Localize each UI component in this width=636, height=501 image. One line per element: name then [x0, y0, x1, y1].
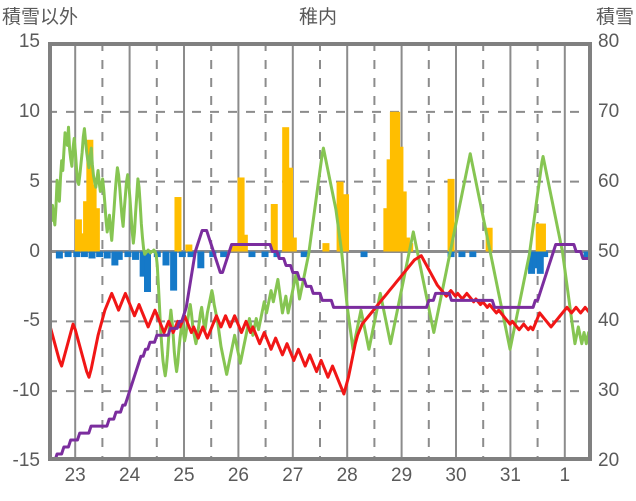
bar	[231, 245, 239, 252]
bar	[289, 237, 297, 252]
bar	[300, 251, 308, 258]
bar	[55, 251, 63, 259]
bar	[336, 181, 344, 252]
bar	[170, 251, 178, 291]
bar	[92, 208, 100, 252]
line-series	[48, 229, 592, 461]
bar	[458, 251, 466, 258]
x-axis-tick: 28	[336, 465, 358, 486]
bar	[536, 251, 544, 274]
y-axis-tick-right: 40	[598, 310, 620, 332]
bar	[162, 251, 170, 266]
bar	[73, 251, 81, 258]
bar	[248, 251, 256, 258]
bar	[139, 251, 147, 277]
line-series	[48, 254, 592, 396]
bar	[88, 251, 96, 259]
y-axis-tick-right: 50	[598, 240, 620, 262]
bar	[115, 251, 123, 260]
bar	[103, 251, 111, 259]
bar	[237, 177, 245, 252]
plot-area	[48, 42, 592, 461]
y-axis-tick-right: 80	[598, 31, 620, 52]
bar	[360, 251, 368, 258]
y-axis-tick-left: 10	[18, 100, 40, 122]
bar	[187, 251, 195, 258]
y-axis-tick-left: -5	[23, 310, 40, 332]
bar	[74, 219, 82, 252]
bar	[174, 197, 182, 252]
bar	[124, 251, 132, 258]
x-axis-tick: 31	[499, 465, 521, 486]
bar	[197, 251, 205, 269]
bar	[178, 251, 186, 258]
bar	[399, 191, 407, 252]
x-axis-tick: 1	[559, 465, 571, 486]
y-axis-tick-left: 15	[18, 31, 40, 52]
bar	[132, 251, 140, 260]
bar	[185, 244, 193, 252]
bar	[282, 127, 290, 252]
bar	[322, 243, 330, 252]
left-axis-title: 積雪以外	[2, 7, 79, 28]
y-axis-tick-left: 5	[29, 170, 40, 192]
x-axis-tick: 23	[64, 465, 86, 486]
bar	[209, 251, 217, 258]
bar	[469, 251, 477, 258]
x-axis-tick: 30	[445, 465, 467, 486]
bar	[538, 223, 546, 252]
bar	[541, 251, 549, 258]
bar	[528, 251, 536, 274]
y-axis-tick-right: 70	[598, 100, 620, 122]
x-axis-tick: 29	[391, 465, 413, 486]
bar	[144, 251, 152, 293]
x-axis-tick: 26	[227, 465, 249, 486]
bar	[270, 204, 278, 252]
bar	[78, 233, 86, 252]
x-axis-tick: 25	[173, 465, 195, 486]
bar	[532, 251, 540, 269]
bar	[583, 251, 591, 258]
bar	[111, 251, 119, 266]
y-axis-tick-left: -15	[12, 450, 40, 471]
bar	[285, 167, 293, 252]
x-axis-tick: 24	[119, 465, 141, 486]
y-axis-tick-left: 0	[29, 240, 40, 262]
bar	[220, 251, 228, 258]
y-axis-tick-right: 30	[598, 380, 620, 402]
y-axis-tick-left: -10	[12, 380, 40, 402]
bar	[64, 251, 72, 258]
bar	[447, 178, 455, 252]
y-axis-tick-right: 60	[598, 170, 620, 192]
x-axis-tick: 27	[282, 465, 304, 486]
bar	[96, 251, 104, 258]
y-axis-tick-right: 20	[598, 450, 620, 471]
bar	[261, 251, 269, 258]
right-axis-title: 積雪	[595, 7, 634, 28]
chart-title: 稚内	[298, 7, 337, 28]
bar	[342, 194, 350, 252]
bar	[80, 251, 88, 258]
